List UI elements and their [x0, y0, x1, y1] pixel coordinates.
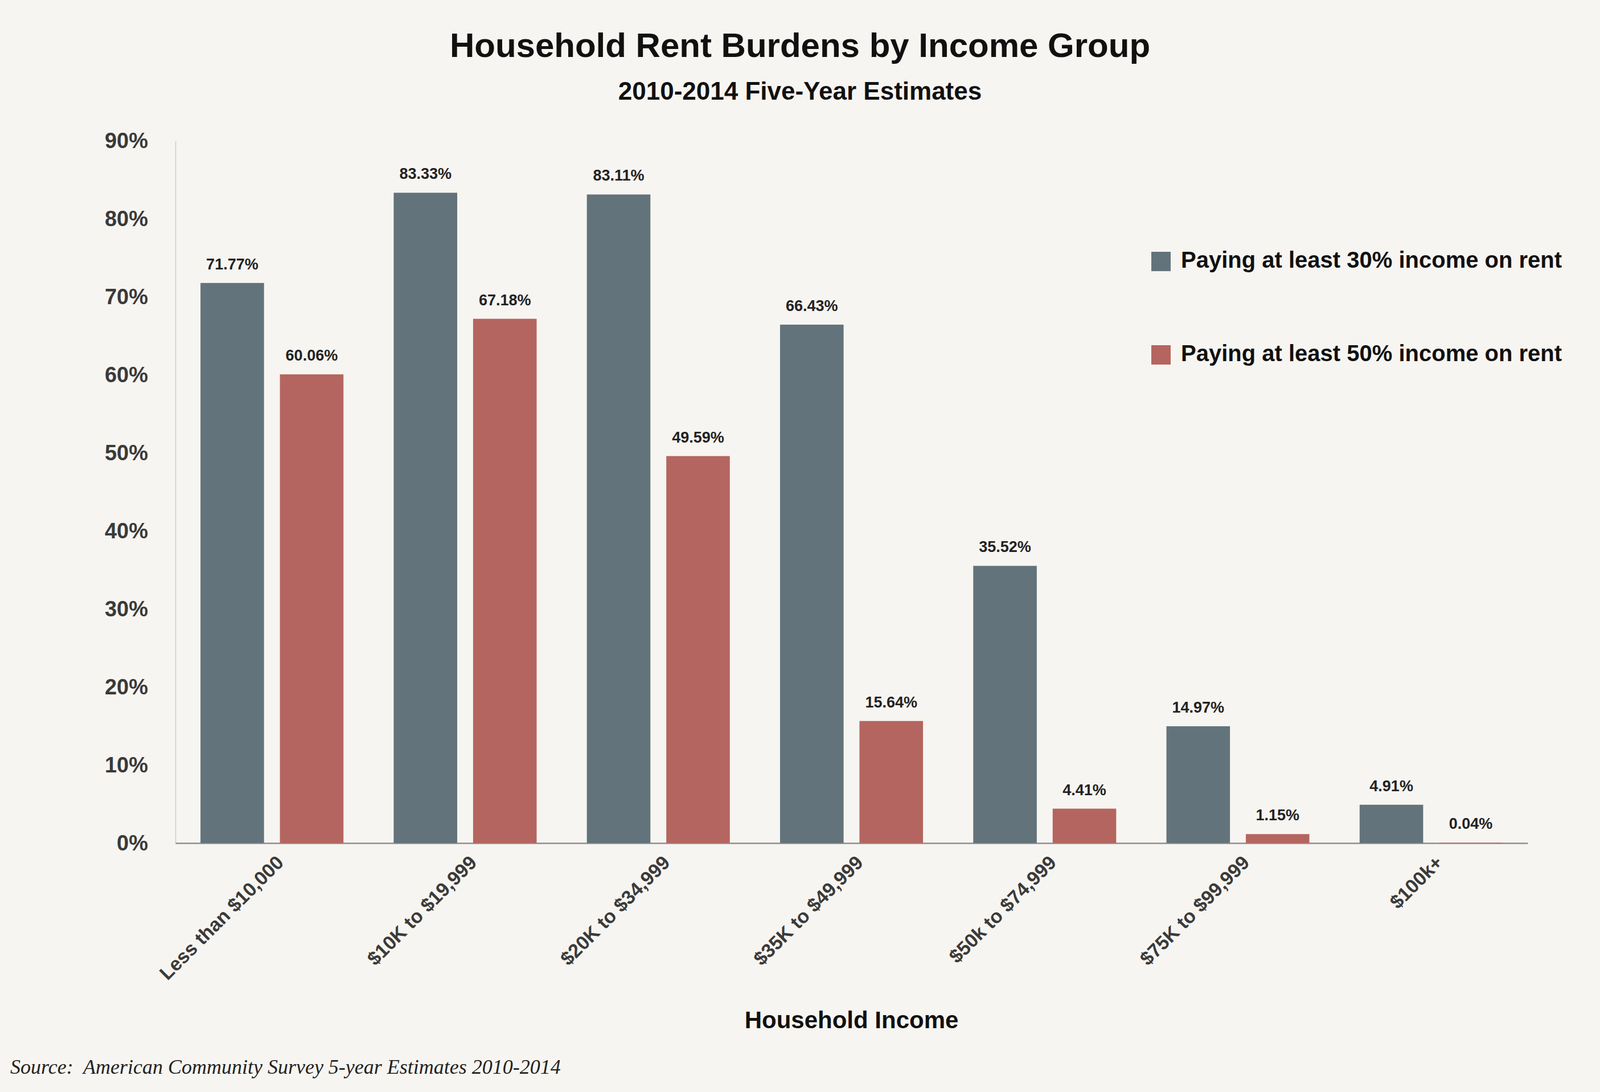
legend-label: Paying at least 50% income on rent	[1180, 340, 1562, 366]
x-tick: $50k to $74,999	[944, 842, 1061, 967]
bar	[1438, 842, 1503, 843]
y-tick: 20%	[104, 674, 176, 699]
y-tick: 70%	[104, 284, 176, 309]
x-tick: $10K to $19,999	[362, 842, 481, 970]
y-tick: 90%	[104, 128, 176, 153]
data-label: 60.06%	[285, 346, 339, 364]
data-label: 67.18%	[478, 291, 532, 309]
x-tick-label: Less than $10,000	[154, 850, 288, 984]
subtitle: 2010-2014 Five-Year Estimates	[618, 76, 982, 105]
y-tick-label: 0%	[116, 830, 149, 855]
title: Household Rent Burdens by Income Group	[449, 26, 1151, 65]
y-tick-label: 20%	[104, 674, 149, 699]
bar	[393, 192, 458, 843]
legend-swatch	[1151, 251, 1171, 272]
data-label: 35.52%	[978, 538, 1032, 556]
bar	[1359, 804, 1424, 843]
data-label: 4.91%	[1369, 777, 1414, 795]
x-tick-label: $100k+	[1385, 850, 1447, 913]
legend: Paying at least 30% income on rent Paying…	[1151, 247, 1562, 366]
x-tick-label: $50k to $74,999	[944, 850, 1061, 967]
bar-series	[200, 192, 1423, 843]
data-label: 83.33%	[399, 165, 452, 183]
y-tick: 40%	[104, 518, 176, 543]
data-label: 66.43%	[785, 297, 839, 315]
bars	[200, 192, 1503, 843]
y-tick-label: 80%	[104, 206, 149, 231]
bar	[780, 324, 844, 843]
bar	[1052, 808, 1117, 843]
data-label: 15.64%	[864, 693, 918, 711]
bar	[973, 565, 1037, 843]
data-label: 49.59%	[671, 428, 725, 446]
data-label: 83.11%	[592, 166, 644, 184]
y-tick-label: 10%	[104, 752, 149, 777]
y-tick: 80%	[104, 206, 176, 231]
x-axis-title: Household Income	[744, 1006, 959, 1033]
data-label: 71.77%	[206, 255, 259, 273]
x-tick: $100k+	[1385, 842, 1447, 913]
y-tick-label: 60%	[104, 362, 149, 387]
x-tick: $75K to $99,999	[1135, 842, 1254, 970]
legend-swatch	[1151, 345, 1171, 365]
x-tick-label: $35K to $49,999	[749, 850, 868, 969]
bar	[200, 282, 265, 843]
bar	[280, 374, 344, 843]
chart-svg: Household Rent Burdens by Income Group 20…	[0, 0, 1600, 1092]
y-tick-label: 50%	[104, 440, 149, 465]
data-label: 4.41%	[1062, 781, 1107, 799]
bar	[1245, 833, 1310, 843]
y-axis: 0% 10% 20% 30% 40% 50% 60% 70% 80% 90%	[104, 128, 176, 855]
bar-series	[280, 318, 1503, 843]
legend-item: Paying at least 50% income on rent	[1151, 340, 1562, 366]
x-tick-label: $75K to $99,999	[1135, 850, 1254, 969]
bar	[587, 194, 651, 843]
x-tick: $20K to $34,999	[555, 842, 674, 970]
y-tick: 60%	[104, 362, 176, 387]
y-tick-label: 70%	[104, 284, 149, 309]
bar	[859, 720, 923, 843]
x-tick-label: $10K to $19,999	[362, 850, 481, 969]
bar	[1166, 725, 1231, 843]
y-tick-label: 40%	[104, 518, 149, 543]
x-tick-label: $20K to $34,999	[555, 850, 674, 969]
y-tick: 0%	[116, 830, 176, 855]
bar	[666, 456, 730, 843]
y-tick-label: 90%	[104, 128, 149, 153]
data-label: 1.15%	[1256, 806, 1300, 824]
legend-label: Paying at least 30% income on rent	[1180, 247, 1562, 273]
y-tick: 50%	[104, 440, 176, 465]
y-axis-line	[175, 141, 177, 844]
x-tick: $35K to $49,999	[749, 842, 868, 970]
chart-container: Household Rent Burdens by Income Group 20…	[0, 0, 1600, 1092]
data-label: 14.97%	[1172, 698, 1225, 716]
bar	[473, 318, 537, 843]
x-tick: Less than $10,000	[154, 842, 288, 984]
data-label: 0.04%	[1449, 814, 1493, 832]
x-axis: Less than $10,000 $10K to $19,999 $20K to …	[154, 842, 1528, 984]
y-tick: 30%	[104, 596, 176, 621]
legend-item: Paying at least 30% income on rent	[1151, 247, 1562, 273]
source-note: Source: American Community Survey 5-year…	[10, 1055, 561, 1078]
x-axis-line	[175, 842, 1529, 844]
y-tick: 10%	[104, 752, 176, 777]
background	[0, 0, 1600, 1092]
y-tick-label: 30%	[104, 596, 149, 621]
